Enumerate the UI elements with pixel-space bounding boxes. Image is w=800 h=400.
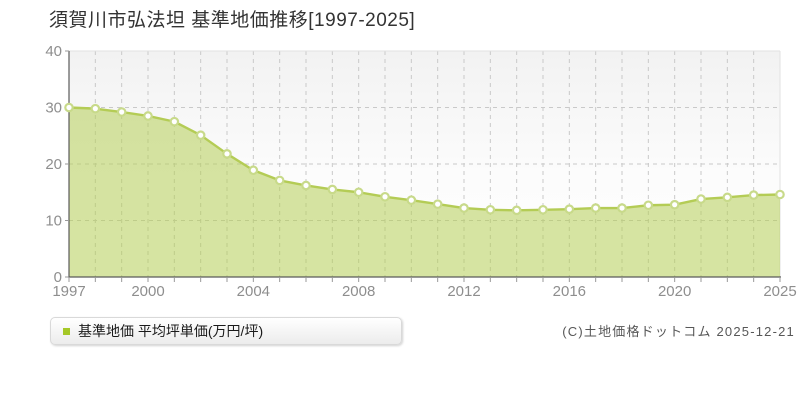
- data-point-marker[interactable]: [116, 107, 127, 117]
- y-axis-labels: 0 10 20 30 40: [45, 43, 62, 286]
- data-point-marker[interactable]: [538, 204, 548, 215]
- data-point-marker[interactable]: [617, 203, 627, 213]
- y-axis-label: 30: [45, 100, 62, 117]
- legend-series-label: 基準地価 平均坪単価(万円/坪): [78, 323, 264, 339]
- copyright-text: (C)土地価格ドットコム 2025-12-21: [562, 324, 795, 339]
- data-point-marker[interactable]: [775, 189, 785, 200]
- chart-title: 須賀川市弘法坦 基準地価推移[1997-2025]: [49, 10, 416, 31]
- x-axis-label: 2020: [658, 283, 691, 300]
- legend-series-swatch: [63, 327, 70, 335]
- x-axis-label: 2016: [553, 283, 586, 300]
- data-point-marker[interactable]: [195, 130, 206, 140]
- data-point-marker[interactable]: [590, 203, 601, 213]
- data-point-marker[interactable]: [459, 203, 469, 213]
- data-point-marker[interactable]: [432, 199, 443, 209]
- axis-ticks: [65, 50, 781, 282]
- data-point-marker[interactable]: [327, 184, 338, 195]
- x-axis-label: 2004: [237, 283, 270, 300]
- data-point-marker[interactable]: [485, 204, 496, 215]
- data-point-marker[interactable]: [143, 111, 153, 121]
- price-area-fill: [69, 107, 780, 277]
- data-points: [64, 102, 785, 216]
- data-point-marker[interactable]: [511, 205, 522, 216]
- x-axis-labels: 1997 2000 2004 2008 2012 2016 2020 2025: [52, 283, 796, 300]
- data-point-marker[interactable]: [748, 190, 759, 200]
- x-axis-label: 2025: [763, 283, 796, 300]
- x-axis-label: 2012: [447, 283, 480, 300]
- data-point-marker[interactable]: [722, 192, 733, 203]
- legend-box: 基準地価 平均坪単価(万円/坪): [50, 317, 402, 345]
- price-line: [68, 106, 781, 212]
- data-point-marker[interactable]: [248, 165, 259, 176]
- y-axis-label: 0: [54, 269, 62, 286]
- price-trend-chart: 0 10 20 30 40 1997 2000 2004 2008 2012 2016 2020 202…: [45, 43, 796, 300]
- data-point-marker[interactable]: [274, 175, 285, 186]
- x-axis-label: 2008: [342, 283, 375, 300]
- data-point-marker[interactable]: [643, 200, 654, 211]
- y-axis-label: 10: [45, 213, 62, 230]
- data-point-marker[interactable]: [380, 191, 390, 202]
- data-point-marker[interactable]: [406, 195, 417, 205]
- data-point-marker[interactable]: [169, 116, 180, 127]
- x-axis-label: 2000: [131, 283, 164, 300]
- data-point-marker[interactable]: [222, 149, 232, 159]
- data-point-marker[interactable]: [696, 194, 706, 204]
- x-axis-label: 1997: [52, 283, 85, 300]
- data-point-marker[interactable]: [301, 180, 311, 191]
- data-point-marker[interactable]: [64, 102, 74, 113]
- y-axis-label: 20: [45, 156, 62, 173]
- data-point-marker[interactable]: [353, 187, 364, 198]
- data-point-marker[interactable]: [669, 199, 680, 210]
- data-point-marker[interactable]: [564, 204, 575, 215]
- data-point-marker[interactable]: [90, 103, 101, 114]
- y-axis-label: 40: [45, 43, 62, 60]
